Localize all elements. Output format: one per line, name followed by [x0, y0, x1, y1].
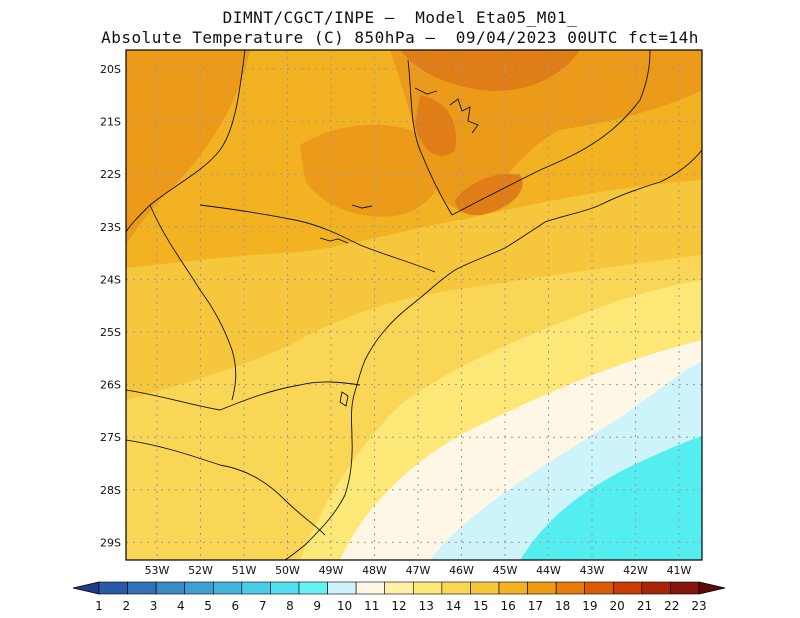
lat-label: 24S	[100, 273, 121, 286]
island	[339, 391, 349, 407]
colorbar-swatch	[241, 581, 271, 595]
lat-label: 25S	[100, 326, 121, 339]
colorbar-swatch	[270, 581, 300, 595]
colorbar-label: 11	[364, 599, 379, 613]
colorbar-swatch	[212, 581, 243, 595]
border-sp-mg	[407, 59, 453, 216]
border-sp-pr	[199, 204, 436, 273]
reservoir-4	[351, 204, 373, 209]
coastline-and-borders	[126, 50, 702, 560]
colorbar-swatch	[584, 581, 614, 595]
colorbar-label: 13	[419, 599, 434, 613]
colorbar-label: 23	[691, 599, 706, 613]
field-9c	[520, 436, 702, 560]
colorbar-label: 6	[232, 599, 240, 613]
colorbar-swatch	[612, 581, 643, 595]
reservoir-3	[319, 237, 349, 244]
colorbar	[72, 581, 726, 595]
lon-label: 47W	[406, 564, 431, 577]
border-rj-mg	[451, 50, 651, 216]
colorbar-label: 8	[286, 599, 294, 613]
colorbar-swatch	[355, 581, 386, 595]
lat-label: 22S	[100, 168, 121, 181]
colorbar-label: 18	[555, 599, 570, 613]
field-18c-north	[400, 50, 580, 91]
reservoir-2	[414, 87, 438, 95]
title-line-1: DIMNT/CGCT/INPE — Model Eta05_M01_	[222, 8, 578, 27]
colorbar-label: 5	[204, 599, 212, 613]
lat-label: 21S	[100, 116, 121, 129]
colorbar-label: 4	[177, 599, 185, 613]
temperature-field	[126, 50, 702, 560]
lat-label: 26S	[100, 379, 121, 392]
colorbar-label: 10	[337, 599, 352, 613]
lon-label: 51W	[232, 564, 257, 577]
lat-lon-grid	[126, 50, 702, 560]
field-17c-north	[390, 50, 702, 211]
lon-label: 42W	[623, 564, 648, 577]
lon-label: 48W	[362, 564, 387, 577]
border-west	[149, 204, 237, 401]
colorbar-swatch	[641, 581, 671, 595]
border-ms-sp	[126, 50, 246, 233]
colorbar-label: 9	[313, 599, 321, 613]
colorbar-swatch	[527, 581, 557, 595]
colorbar-swatch	[127, 581, 157, 595]
lon-label: 45W	[493, 564, 518, 577]
colorbar-swatch	[184, 581, 214, 595]
colorbar-label: 15	[473, 599, 488, 613]
colorbar-swatch	[384, 581, 414, 595]
colorbar-label: 2	[122, 599, 130, 613]
lon-label: 53W	[145, 564, 170, 577]
border-pr-sc	[126, 381, 361, 411]
title-line-2: Absolute Temperature (C) 850hPa — 09/04/…	[101, 28, 699, 47]
colorbar-label: 1	[95, 599, 103, 613]
colorbar-swatch	[298, 581, 328, 595]
lon-label: 41W	[667, 564, 692, 577]
colorbar-swatch	[498, 581, 528, 595]
field-17c-west	[126, 50, 250, 245]
colorbar-label: 20	[610, 599, 625, 613]
colorbar-label: 21	[637, 599, 652, 613]
lon-label: 44W	[536, 564, 561, 577]
colorbar-swatch	[155, 581, 186, 595]
colorbar-label: 17	[528, 599, 543, 613]
map-frame	[125, 49, 703, 561]
longitude-labels: 53W 52W 51W 50W 49W 48W 47W 46W 45W 44W 43W 42W 41W	[145, 564, 692, 577]
colorbar-swatch	[441, 581, 471, 595]
colorbar-arrow-left	[72, 581, 100, 595]
colorbar-swatch	[98, 581, 128, 595]
lon-label: 43W	[580, 564, 605, 577]
lat-label: 27S	[100, 431, 121, 444]
colorbar-label: 22	[664, 599, 679, 613]
coastline	[284, 149, 702, 560]
latitude-labels: 20S 21S 22S 23S 24S 25S 26S 27S 28S 29S	[100, 63, 121, 549]
colorbar-label: 3	[150, 599, 158, 613]
colorbar-label: 14	[446, 599, 461, 613]
lon-label: 52W	[188, 564, 213, 577]
lat-label: 28S	[100, 484, 121, 497]
colorbar-label: 16	[500, 599, 515, 613]
lat-label: 29S	[100, 536, 121, 549]
colorbar-label: 19	[582, 599, 597, 613]
colorbar-swatch	[470, 581, 500, 595]
colorbar-swatch	[555, 581, 586, 595]
lat-label: 20S	[100, 63, 121, 76]
lat-label: 23S	[100, 221, 121, 234]
lon-label: 46W	[449, 564, 474, 577]
colorbar-swatch	[327, 581, 357, 595]
lon-label: 49W	[319, 564, 344, 577]
field-17c-central	[300, 124, 440, 217]
colorbar-labels: 1 2 3 4 5 6 7 8 9 10 11 12 13 14 15 16 17 18 19 20 21 22 23	[95, 599, 706, 613]
border-sc-rs	[126, 439, 326, 536]
colorbar-swatch	[670, 581, 700, 595]
colorbar-label: 7	[259, 599, 267, 613]
reservoir-1	[449, 98, 479, 134]
colorbar-arrow-right	[698, 581, 726, 595]
field-18c-inland	[415, 95, 456, 156]
colorbar-swatch	[412, 581, 443, 595]
colorbar-label: 12	[391, 599, 406, 613]
lon-label: 50W	[275, 564, 300, 577]
